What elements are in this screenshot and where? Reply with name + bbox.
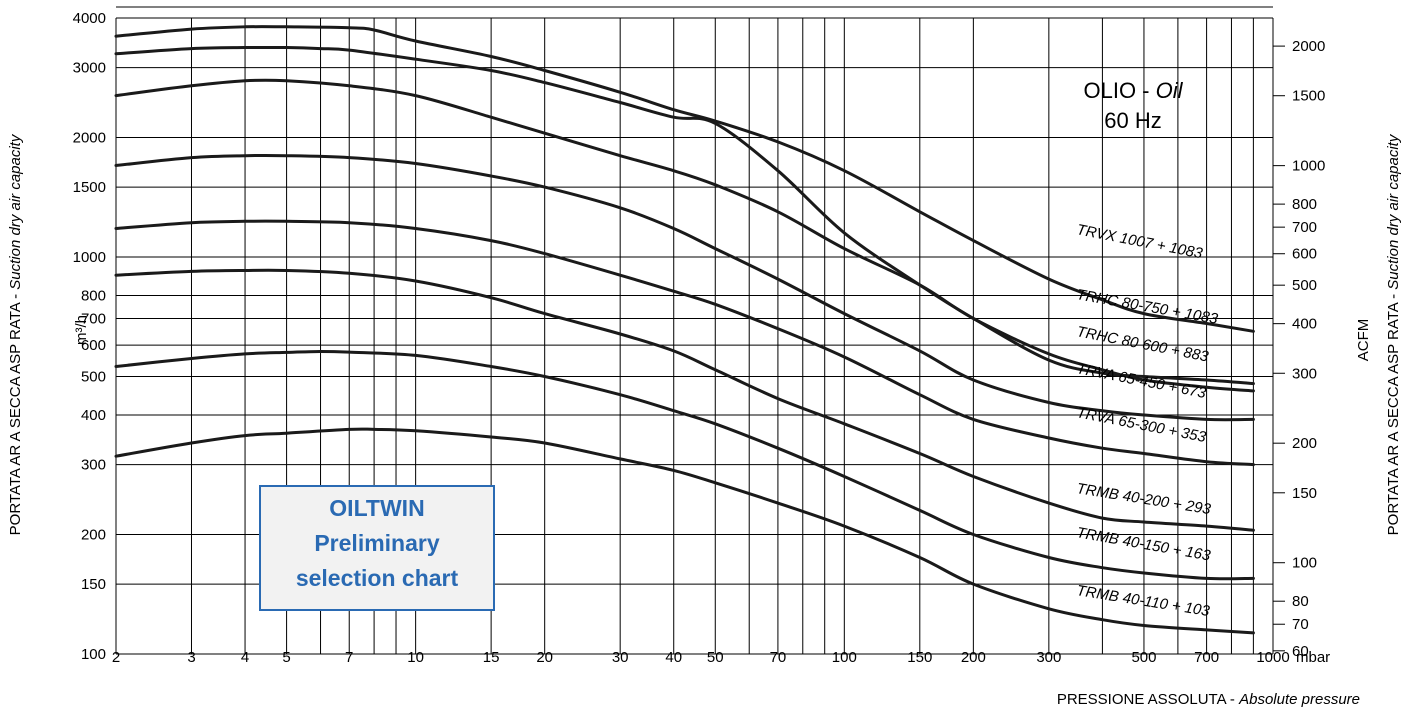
y2-tick-label: 2000 [1292,38,1325,55]
x-tick-label: 50 [707,649,724,666]
x-tick-label: 3 [187,649,195,666]
series-curve [114,78,1255,393]
y-tick-label: 700 [81,311,106,328]
y2-tick-label: 400 [1292,316,1317,333]
oil-annotation-italic: Oil [1156,78,1184,103]
y-unit: m³/h [73,315,90,345]
y-axis-title-left-main: PORTATA AR A SECCA ASP RATA - [7,290,24,536]
series-curve [114,45,1255,386]
y2-tick-label: 800 [1292,196,1317,213]
y-tick-label: 300 [81,457,106,474]
series-label: TRHC 80 600 + 883 [1075,323,1210,365]
y-tick-label: 100 [81,646,106,663]
y2-tick-label: 100 [1292,555,1317,572]
y2-tick-label: 600 [1292,246,1317,263]
y2-tick-label: 1000 [1292,158,1325,175]
selection-box [259,485,495,611]
y-tick-label: 1000 [73,249,106,266]
series-curve [114,350,1255,581]
y-tick-label: 2000 [73,130,106,147]
series-curve [114,268,1255,532]
y-tick-label: 800 [81,287,106,304]
series-label: TRVA 65-450 + 673 [1075,360,1208,402]
y-tick-label: 400 [81,407,106,424]
tick-labels: 2 3 4 5 7 10 15 20 30 40 50 70 100 150 200 300 500 700 100… [73,10,1326,666]
y-tick-label: 3000 [73,60,106,77]
y-axis-title-right: PORTATA AR A SECCA ASP RATA - Suction dr… [1385,133,1402,535]
series-curve [114,25,1255,333]
y-axis-title-left: PORTATA AR A SECCA ASP RATA - Suction dr… [7,133,24,535]
y-tick-label: 4000 [73,10,106,27]
y-tick-label: 200 [81,526,106,543]
y2-tick-label: 700 [1292,219,1317,236]
series-label: TRHC 80-750 + 1083 [1075,286,1219,328]
x-tick-label: 15 [483,649,500,666]
x-unit: mbar [1296,649,1330,666]
series-label: TRMB 40-110 + 103 [1075,582,1211,620]
y2-tick-label: 60 [1292,643,1309,660]
box-line-2: Preliminary [314,530,439,556]
oil-annotation: OLIO - Oil [1083,78,1183,103]
x-tick-label: 10 [407,649,424,666]
x-tick-label: 7 [345,649,353,666]
x-tick-label: 30 [612,649,629,666]
y-tick-label: 1500 [73,179,106,196]
y-tick-label: 150 [81,576,106,593]
box-line-1: OILTWIN [329,495,424,521]
x-tick-label: 100 [832,649,857,666]
series-label: TRVX 1007 + 1083 [1075,221,1204,262]
y2-tick-label: 500 [1292,277,1317,294]
x-tick-label: 5 [282,649,290,666]
y-tick-label: 500 [81,369,106,386]
x-tick-label: 4 [241,649,249,666]
y-axis-title-right-italic: Suction dry air capacity [1385,133,1402,290]
y2-tick-label: 150 [1292,485,1317,502]
x-tick-label: 1000 [1256,649,1289,666]
y-axis-title-right-main: PORTATA AR A SECCA ASP RATA - [1385,290,1402,536]
x-tick-label: 500 [1131,649,1156,666]
x-tick-label: 200 [961,649,986,666]
x-axis-title-main: PRESSIONE ASSOLUTA - [1057,691,1239,708]
y2-tick-label: 300 [1292,365,1317,382]
x-tick-label: 40 [665,649,682,666]
x-tick-label: 20 [536,649,553,666]
x-tick-label: 150 [907,649,932,666]
frequency-annotation: 60 Hz [1104,108,1161,133]
y2-tick-label: 1500 [1292,88,1325,105]
y2-unit: ACFM [1355,319,1372,362]
y-axis-title-left-italic: Suction dry air capacity [7,133,24,290]
x-tick-label: 70 [770,649,787,666]
y2-tick-label: 80 [1292,593,1309,610]
series-curve [114,153,1255,422]
x-axis-title-italic: Absolute pressure [1238,691,1360,708]
series-curve [114,219,1255,467]
oil-annotation-main: OLIO - [1083,78,1155,103]
box-line-3: selection chart [296,565,459,591]
x-axis-title: PRESSIONE ASSOLUTA - Absolute pressure [1057,691,1360,708]
series-curve [114,427,1255,635]
y-tick-label: 600 [81,337,106,354]
x-tick-label: 300 [1036,649,1061,666]
x-tick-label: 700 [1194,649,1219,666]
y2-tick-label: 200 [1292,435,1317,452]
y2-tick-label: 70 [1292,616,1309,633]
series-label: TRVA 65-300 + 353 [1075,404,1208,446]
x-tick-label: 2 [112,649,120,666]
